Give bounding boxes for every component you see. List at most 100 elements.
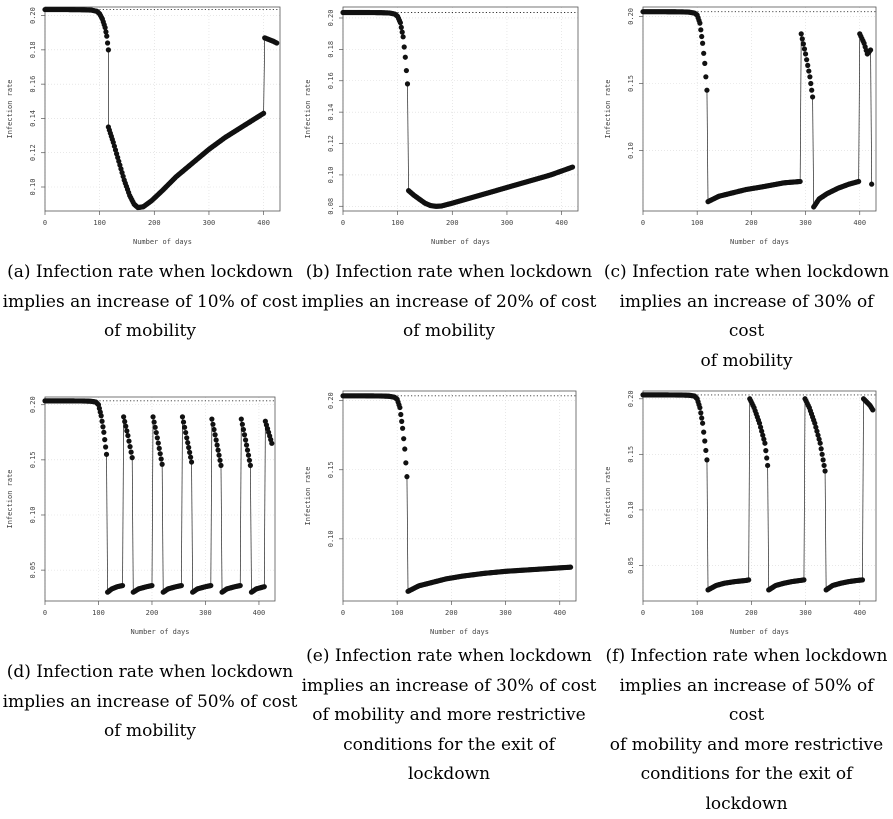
- segment-connector: [862, 398, 864, 580]
- data-point: [128, 449, 134, 455]
- series-segment-6: [869, 181, 875, 187]
- segment-connector: [858, 33, 861, 182]
- data-point: [150, 414, 156, 420]
- segment-connector: [151, 416, 154, 586]
- data-point: [805, 62, 811, 68]
- data-point: [216, 452, 222, 458]
- y-tick-label: 0.20: [29, 7, 37, 24]
- caption-line: of mobility and more restrictive: [312, 705, 586, 725]
- y-axis-label: Infection rate: [304, 79, 312, 138]
- segment-connector: [824, 470, 827, 590]
- caption-line: (c) Infection rate when lockdown: [603, 262, 890, 282]
- chart-a: 0 100 200 300 400 0.10 0.12 0.14 0.16 0.18 0.20 Num…: [6, 6, 281, 246]
- data-point: [801, 46, 808, 52]
- data-point: [746, 577, 752, 583]
- y-axis-label: Infection rate: [6, 79, 14, 138]
- segment-connector: [106, 454, 108, 593]
- y-tick-label: 0.16: [29, 76, 37, 93]
- data-point: [801, 577, 807, 583]
- data-point: [698, 410, 704, 416]
- caption-line: (a) Infection rate when lockdown: [7, 262, 293, 282]
- caption-b: (b) Infection rate when lockdown implies …: [300, 258, 598, 347]
- data-point: [403, 67, 409, 74]
- data-point: [765, 462, 771, 469]
- y-tick-label: 0.15: [29, 451, 37, 468]
- y-tick-label: 0.20: [627, 8, 635, 25]
- data-point: [119, 582, 126, 589]
- data-point: [103, 29, 109, 35]
- chart-c: 0 100 200 300 400 0.10 0.15 0.20 Number of days I…: [604, 6, 877, 246]
- x-axis-label: Number of days: [730, 238, 789, 246]
- x-axis-label: Number of days: [730, 628, 789, 636]
- data-point: [127, 444, 133, 450]
- data-point: [211, 426, 217, 433]
- data-point: [756, 420, 763, 426]
- data-point: [246, 457, 253, 463]
- data-point: [152, 424, 158, 430]
- data-point: [700, 420, 706, 426]
- y-tick-label: 0.10: [627, 501, 635, 518]
- data-point: [153, 429, 159, 436]
- data-point: [187, 454, 194, 460]
- data-point: [808, 80, 814, 87]
- x-tick-label: 200: [445, 609, 458, 617]
- series-segment-1: [340, 393, 410, 480]
- y-tick-label: 0.10: [327, 530, 335, 547]
- data-point: [242, 437, 249, 443]
- x-tick-label: 200: [148, 219, 161, 227]
- caption-line: implies an increase of 50% of cost: [619, 675, 874, 726]
- data-point: [180, 419, 187, 425]
- data-point: [103, 451, 110, 457]
- data-point: [401, 44, 407, 50]
- data-point: [859, 577, 866, 583]
- series-segment-6: [160, 582, 184, 595]
- caption-line: of mobility: [700, 350, 793, 371]
- data-point: [212, 432, 218, 438]
- data-point: [759, 428, 765, 434]
- x-tick-label: 0: [641, 219, 645, 227]
- data-point: [104, 33, 110, 39]
- series-segment-2: [405, 564, 574, 594]
- series-segment-8: [190, 582, 214, 595]
- data-point: [105, 47, 111, 53]
- x-tick-label: 0: [43, 609, 47, 617]
- x-tick-label: 300: [799, 219, 812, 227]
- x-axis-label: Number of days: [130, 628, 189, 636]
- x-tick-label: 400: [553, 609, 566, 617]
- data-point: [238, 416, 244, 422]
- data-point: [804, 57, 810, 63]
- caption-f: (f) Infection rate when lockdown implies …: [600, 642, 893, 819]
- data-point: [819, 451, 825, 457]
- data-point: [814, 428, 820, 434]
- segment-connector: [406, 476, 409, 592]
- chart-f: 0 100 200 300 400 0.05 0.10 0.15 0.20 Number of d…: [604, 390, 877, 636]
- series-segment-5: [857, 31, 874, 57]
- y-axis-label: Infection rate: [304, 466, 312, 525]
- data-point: [398, 24, 404, 30]
- caption-line: implies an increase of 30% of cost: [301, 675, 597, 696]
- plot-frame: [642, 390, 877, 602]
- caption-line: of mobility: [104, 321, 196, 341]
- data-point: [124, 428, 130, 434]
- y-tick-label: 0.20: [327, 392, 335, 409]
- data-point: [156, 445, 162, 451]
- caption-line: implies an increase of 50% of cost: [2, 691, 298, 712]
- data-point: [402, 446, 408, 452]
- data-point: [217, 457, 223, 463]
- series-segment-3: [798, 31, 816, 100]
- series-segment-3: [262, 35, 280, 46]
- segment-connector: [161, 464, 164, 593]
- data-point: [697, 20, 703, 26]
- data-point: [183, 429, 189, 436]
- x-tick-label: 100: [93, 219, 106, 227]
- series-segment-1: [340, 9, 411, 87]
- series-segment-11: [238, 416, 253, 468]
- data-point: [126, 438, 132, 444]
- y-tick-label: 0.20: [327, 10, 335, 27]
- x-axis-label: Number of days: [431, 238, 490, 246]
- data-point: [157, 451, 163, 457]
- data-point: [703, 74, 709, 80]
- data-point: [261, 584, 267, 590]
- data-point: [867, 47, 874, 53]
- x-tick-label: 200: [745, 609, 758, 617]
